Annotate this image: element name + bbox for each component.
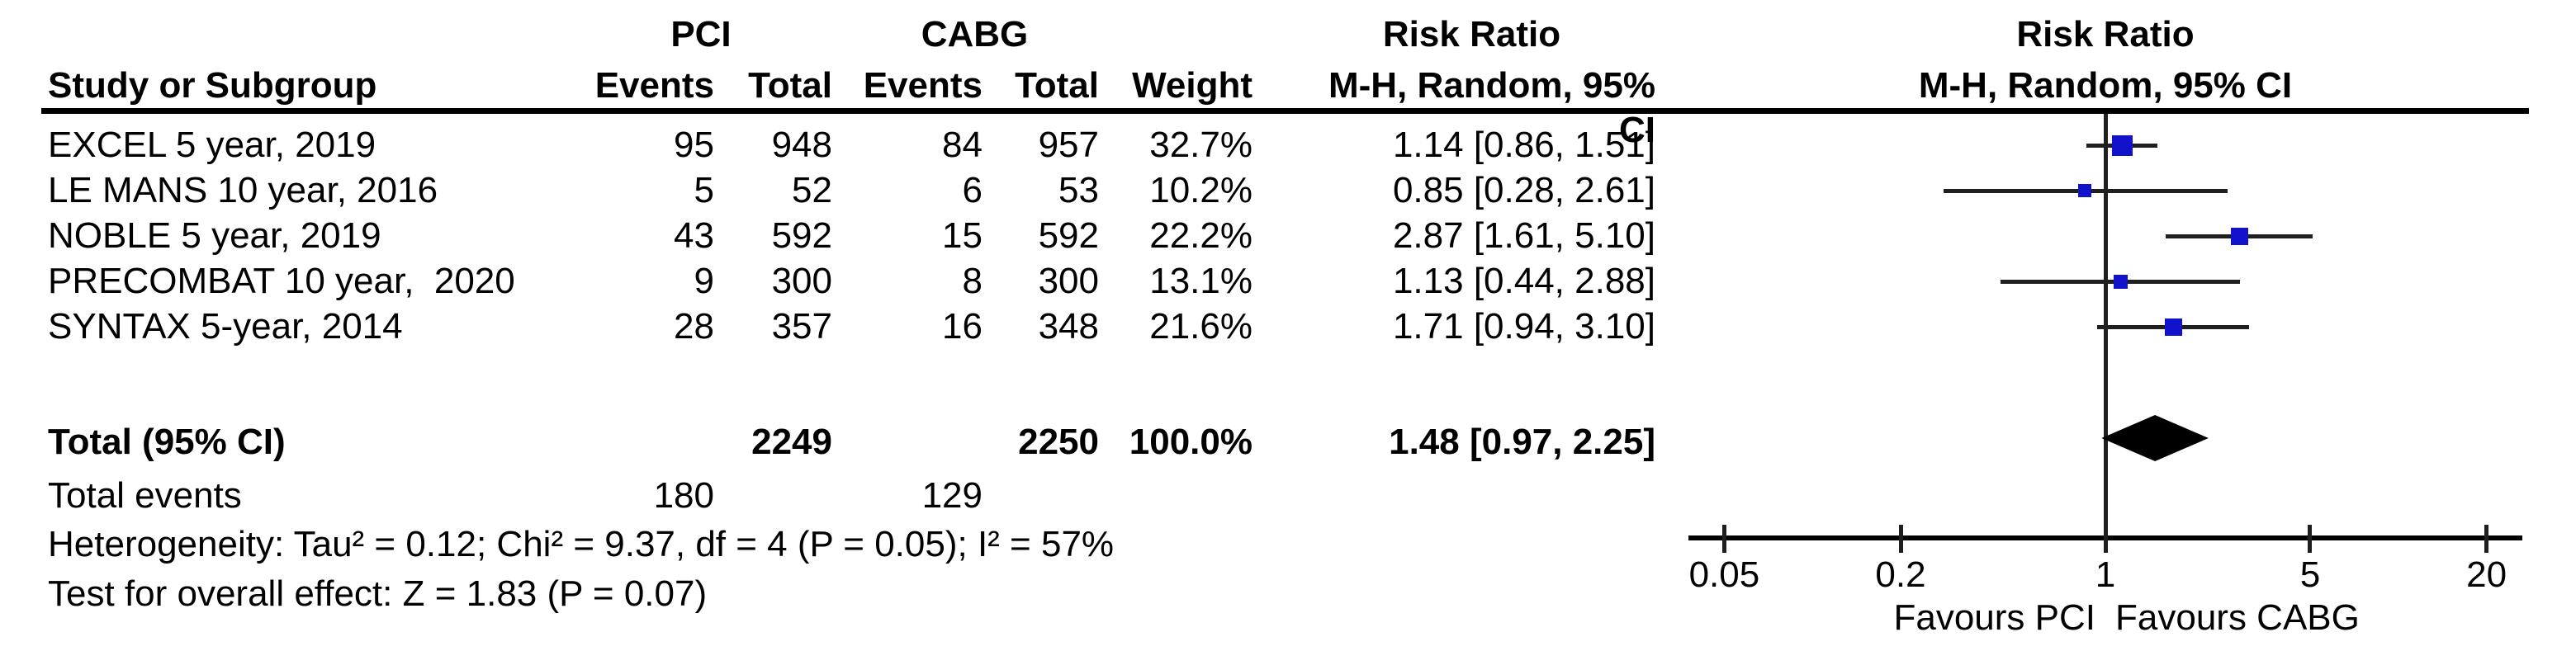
col-header-mh-ci-plot: M-H, Random, 95% CI [1918,65,2293,106]
risk-ratio-ci: 1.14 [0.86, 1.51] [1392,125,1655,165]
favours-right-label: Favours CABG [2115,597,2360,638]
pci-total: 300 [771,261,832,301]
study-name: EXCEL 5 year, 2019 [48,125,376,165]
axis-tick-label: 0.05 [1688,554,1760,595]
table-row: EXCEL 5 year, 2019 95 948 84 957 32.7% 1… [0,123,2576,167]
pci-total: 52 [792,170,832,210]
axis-tick-label: 20 [2466,554,2507,595]
axis-tick [2484,525,2489,553]
risk-ratio-ci: 0.85 [0.28, 2.61] [1392,170,1655,210]
table-row: NOBLE 5 year, 2019 43 592 15 592 22.2% 2… [0,214,2576,258]
col-header-cabg-events: Events [863,65,983,106]
cabg-total: 957 [1038,125,1099,165]
study-name: LE MANS 10 year, 2016 [48,170,438,210]
total-events-row: Total events 180 129 [0,474,2576,518]
col-header-mh-ci: M-H, Random, 95% CI [1328,65,1655,150]
col-header-pci-events: Events [594,65,714,106]
group-header-risk-ratio-plot: Risk Ratio [2016,14,2195,54]
axis-tick [1721,525,1726,553]
group-header-cabg: CABG [921,14,1029,54]
weight: 21.6% [1149,306,1252,347]
weight-marker [2230,227,2248,245]
weight: 32.7% [1149,125,1252,165]
col-header-study: Study or Subgroup [48,65,377,106]
weight-marker [2114,274,2129,289]
cabg-total: 592 [1038,215,1099,256]
weight-marker [2077,184,2091,197]
weight: 10.2% [1149,170,1252,210]
weight-marker [2111,134,2133,156]
study-name: NOBLE 5 year, 2019 [48,215,381,256]
total-weight: 100.0% [1129,422,1252,462]
pci-total: 357 [771,306,832,347]
study-name: PRECOMBAT 10 year, 2020 [48,261,515,301]
cabg-events: 15 [942,215,983,256]
axis-tick-label: 1 [2095,554,2116,595]
col-header-pci-total: Total [748,65,832,106]
pci-total: 948 [771,125,832,165]
axis-tick [2308,525,2313,553]
cabg-events: 6 [962,170,983,210]
risk-ratio-ci: 2.87 [1.61, 5.10] [1392,215,1655,256]
total-pci-n: 2249 [751,422,832,462]
axis-tick [2103,525,2108,553]
weight-marker [2165,318,2183,336]
total-label: Total (95% CI) [48,422,286,462]
cabg-events: 16 [942,306,983,347]
cabg-total: 53 [1058,170,1099,210]
favours-left-label: Favours PCI [1893,597,2095,638]
pci-events: 28 [674,306,714,347]
axis-tick-label: 5 [2299,554,2321,595]
table-row: PRECOMBAT 10 year, 2020 9 300 8 300 13.1… [0,259,2576,304]
total-events-pci: 180 [653,475,714,516]
weight: 22.2% [1149,215,1252,256]
weight: 13.1% [1149,261,1252,301]
total-row: Total (95% CI) 2249 2250 100.0% 1.48 [0.… [0,420,2576,465]
cabg-total: 348 [1038,306,1099,347]
axis-tick [1898,525,1903,553]
pci-events: 95 [674,125,714,165]
heterogeneity-text: Heterogeneity: Tau² = 0.12; Chi² = 9.37,… [48,524,1115,564]
summary-diamond [2101,415,2209,461]
total-risk-ratio: 1.48 [0.97, 2.25] [1389,422,1655,462]
group-header-pci: PCI [670,14,732,54]
pci-events: 9 [694,261,714,301]
cabg-events: 84 [942,125,983,165]
axis-tick-label: 0.2 [1875,554,1926,595]
overall-effect-row: Test for overall effect: Z = 1.83 (P = 0… [0,572,2576,616]
pci-events: 43 [674,215,714,256]
header-divider-line [41,108,2529,114]
overall-effect-text: Test for overall effect: Z = 1.83 (P = 0… [48,573,708,614]
table-row: LE MANS 10 year, 2016 5 52 6 53 10.2% 0.… [0,168,2576,213]
table-row: SYNTAX 5-year, 2014 28 357 16 348 21.6% … [0,304,2576,349]
risk-ratio-ci: 1.71 [0.94, 3.10] [1392,306,1655,347]
group-header-row: PCI CABG Risk Ratio Risk Ratio [0,12,2576,57]
risk-ratio-ci: 1.13 [0.44, 2.88] [1392,261,1655,301]
total-events-cabg: 129 [921,475,983,516]
heterogeneity-row: Heterogeneity: Tau² = 0.12; Chi² = 9.37,… [0,522,2576,567]
col-header-weight: Weight [1132,65,1252,106]
pci-events: 5 [694,170,714,210]
total-events-label: Total events [48,475,242,516]
study-name: SYNTAX 5-year, 2014 [48,306,403,347]
column-header-row: Study or Subgroup Events Total Events To… [0,64,2576,150]
col-header-cabg-total: Total [1015,65,1099,106]
pci-total: 592 [771,215,832,256]
cabg-events: 8 [962,261,983,301]
group-header-risk-ratio: Risk Ratio [1382,14,1561,54]
total-cabg-n: 2250 [1018,422,1099,462]
cabg-total: 300 [1038,261,1099,301]
